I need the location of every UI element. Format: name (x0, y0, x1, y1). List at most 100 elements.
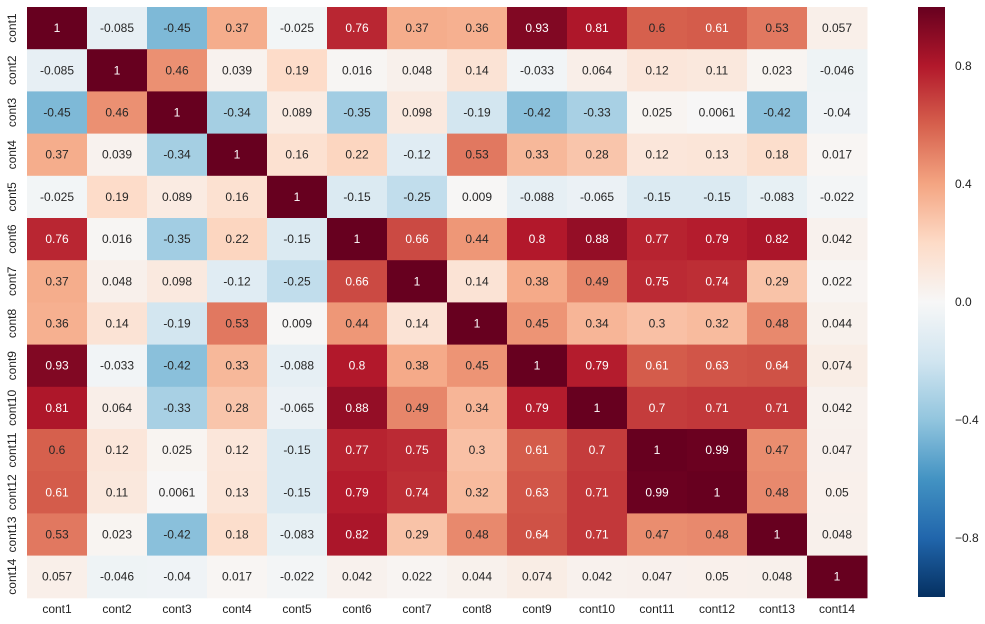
heatmap-cell-value: 0.057 (42, 570, 72, 584)
heatmap-cell-value: 0.36 (45, 317, 69, 331)
colorbar-tick-label: −0.8 (955, 531, 979, 545)
heatmap-cell (267, 429, 328, 472)
heatmap-cell-value: 0.64 (525, 528, 549, 542)
heatmap-cell (507, 133, 568, 177)
heatmap-cell (27, 429, 88, 472)
heatmap-cell (567, 513, 628, 557)
heatmap-cell (27, 91, 88, 135)
heatmap-cell-value: -0.088 (280, 359, 314, 373)
heatmap-cell-value: 1 (354, 232, 361, 246)
heatmap-cell-value: 0.49 (405, 401, 429, 415)
heatmap-cell-value: -0.15 (343, 190, 371, 204)
heatmap-cell (267, 7, 328, 50)
heatmap-cell-value: 0.11 (106, 485, 129, 499)
heatmap-cell (387, 260, 448, 303)
heatmap-cell-value: 0.93 (45, 359, 69, 373)
heatmap-cell (687, 218, 748, 261)
heatmap-cell (387, 133, 448, 177)
heatmap-cell-value: -0.15 (283, 443, 311, 457)
heatmap-cell (147, 344, 208, 388)
heatmap-cell (507, 386, 568, 430)
heatmap-cell-value: -0.12 (223, 274, 251, 288)
heatmap-cell (267, 175, 328, 219)
heatmap-cell-value: -0.033 (100, 359, 134, 373)
heatmap-cell-value: 0.19 (285, 63, 309, 77)
heatmap-cell (327, 344, 388, 388)
heatmap-cell (207, 429, 268, 472)
heatmap-cell (447, 133, 508, 177)
heatmap-cell-value: 0.88 (345, 401, 369, 415)
heatmap-cell (687, 7, 748, 50)
heatmap-cell (687, 49, 748, 92)
heatmap-cell-value: 0.074 (822, 359, 852, 373)
heatmap-cell (207, 175, 268, 219)
heatmap-cell (387, 302, 448, 346)
heatmap-cell-value: 0.016 (102, 232, 132, 246)
heatmap-cell-value: 0.46 (165, 63, 189, 77)
heatmap-cell (327, 260, 388, 303)
heatmap-cell (27, 133, 88, 177)
heatmap-cell (567, 260, 628, 303)
heatmap-cell (147, 218, 208, 261)
heatmap-cell-value: -0.022 (820, 190, 854, 204)
heatmap-cell (567, 344, 628, 388)
heatmap-cell-value: 0.79 (525, 401, 549, 415)
heatmap-cell-value: -0.085 (100, 21, 134, 35)
heatmap-cell (87, 344, 148, 388)
heatmap-cell-value: 0.047 (822, 443, 852, 457)
heatmap-cell-value: 0.044 (822, 317, 852, 331)
heatmap-cell-value: 0.79 (345, 485, 369, 499)
heatmap-cell-value: 0.8 (529, 232, 546, 246)
heatmap-cell (507, 513, 568, 557)
heatmap-cell-value: 0.37 (45, 274, 69, 288)
heatmap-cell (387, 429, 448, 472)
heatmap-cell-value: 0.45 (525, 317, 549, 331)
heatmap-cell (567, 302, 628, 346)
heatmap-cell-value: -0.025 (40, 190, 74, 204)
heatmap-cell (207, 386, 268, 430)
heatmap-cell-value: 0.34 (465, 401, 489, 415)
heatmap-cell (27, 344, 88, 388)
heatmap-cell (747, 471, 808, 514)
heatmap-cell-value: 0.098 (402, 106, 432, 120)
heatmap-cell-value: 1 (234, 148, 241, 162)
heatmap-cell (447, 91, 508, 135)
heatmap-cell (207, 513, 268, 557)
heatmap-cell (687, 133, 748, 177)
heatmap-cell (447, 49, 508, 92)
heatmap-cell-value: 0.71 (765, 401, 789, 415)
heatmap-cell (687, 344, 748, 388)
heatmap-cell-value: 0.48 (705, 528, 729, 542)
heatmap-cell-value: 0.13 (705, 148, 729, 162)
heatmap-cell-value: -0.45 (163, 21, 191, 35)
heatmap-cell (267, 513, 328, 557)
heatmap-cell (807, 386, 868, 430)
heatmap-cell (567, 133, 628, 177)
x-tick-label: cont4 (222, 602, 252, 616)
colorbar-tick-label: 0.0 (955, 295, 972, 309)
heatmap-cell-value: -0.065 (280, 401, 314, 415)
heatmap-cell-value: 0.38 (405, 359, 429, 373)
heatmap-cell (327, 386, 388, 430)
heatmap-cell-value: -0.04 (823, 106, 851, 120)
heatmap-cell-value: 0.88 (585, 232, 609, 246)
heatmap-cell-value: 1 (114, 63, 121, 77)
heatmap-cell (27, 218, 88, 261)
x-tick-label: cont2 (102, 602, 132, 616)
heatmap-cell-value: 0.61 (645, 359, 669, 373)
heatmap-cell (147, 513, 208, 557)
heatmap-cell (627, 344, 688, 388)
heatmap-cell-value: 0.017 (222, 570, 252, 584)
heatmap-cell-value: 0.0061 (159, 485, 196, 499)
heatmap-cell (807, 175, 868, 219)
heatmap-cell-value: 0.7 (589, 443, 606, 457)
heatmap-cell-value: 0.089 (282, 106, 312, 120)
heatmap-cell-value: 0.32 (465, 485, 489, 499)
heatmap-cell-value: 0.28 (225, 401, 249, 415)
heatmap-cell (387, 555, 448, 599)
heatmap-cell (447, 344, 508, 388)
heatmap-cell-value: 0.12 (225, 443, 249, 457)
heatmap-cell-value: 0.37 (225, 21, 249, 35)
heatmap-cell (627, 218, 688, 261)
heatmap-cell-value: 0.93 (525, 21, 549, 35)
